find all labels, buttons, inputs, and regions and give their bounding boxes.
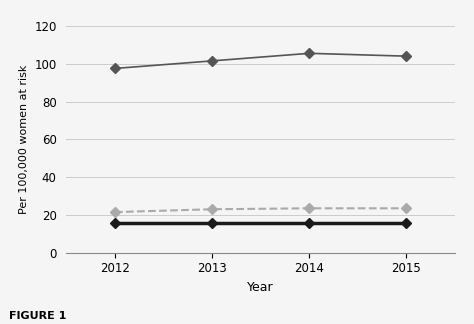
X-axis label: Year: Year	[247, 281, 274, 294]
Legend: TNBC, HER2+, HR+/HER2-: TNBC, HER2+, HR+/HER2-	[153, 322, 369, 324]
Text: FIGURE 1: FIGURE 1	[9, 311, 67, 321]
Y-axis label: Per 100,000 women at risk: Per 100,000 women at risk	[18, 64, 29, 214]
